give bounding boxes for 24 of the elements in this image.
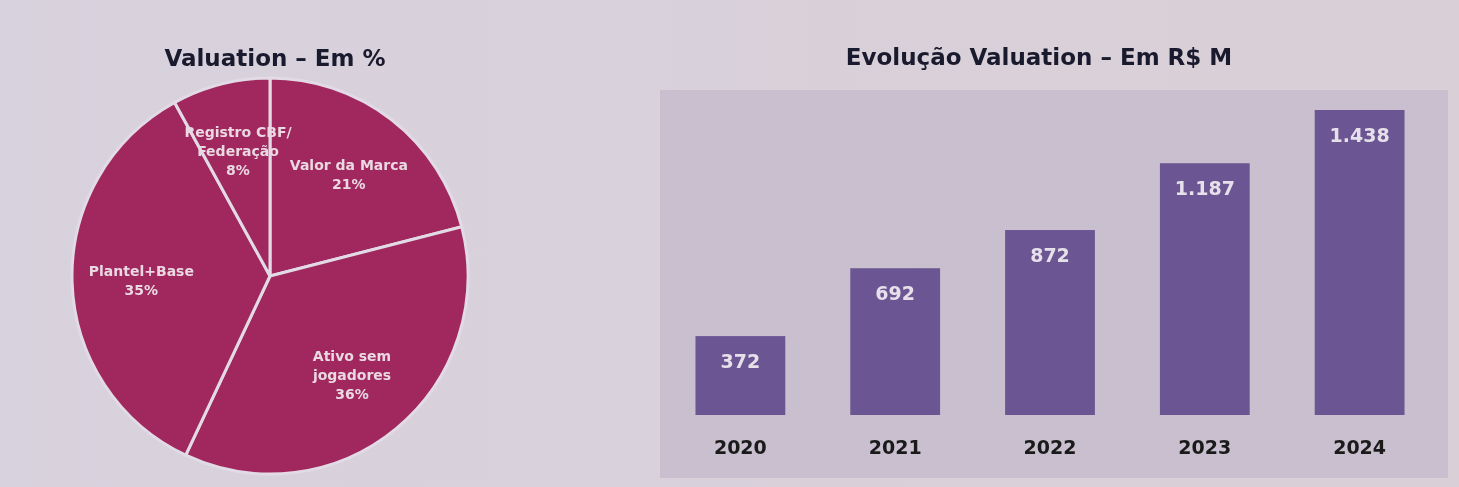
x-tick-label: 2021 bbox=[868, 436, 922, 458]
x-tick-label: 2023 bbox=[1178, 436, 1232, 458]
x-tick-label: 2020 bbox=[713, 436, 767, 458]
x-tick-label: 2024 bbox=[1333, 436, 1387, 458]
chart-title: Evolução Valuation – Em R$ M bbox=[845, 44, 1233, 70]
slice-label: Plantel+Base bbox=[88, 262, 194, 279]
data-label: 692 bbox=[875, 282, 916, 305]
chart-title: Valuation – Em % bbox=[164, 45, 386, 71]
slice-label: Ativo sem jogadores bbox=[311, 348, 392, 384]
data-label: 372 bbox=[720, 350, 761, 373]
bar bbox=[1005, 230, 1095, 415]
data-label: 36% bbox=[335, 386, 369, 403]
data-label: 21% bbox=[332, 175, 366, 192]
bar bbox=[1159, 163, 1250, 415]
bar bbox=[1314, 110, 1405, 415]
slice-label: Valor da Marca bbox=[289, 156, 408, 173]
x-tick-label: 2022 bbox=[1023, 436, 1077, 458]
data-label: 1.187 bbox=[1174, 177, 1235, 200]
data-label: 35% bbox=[124, 281, 159, 298]
data-label: 8% bbox=[226, 162, 250, 179]
bar bbox=[695, 336, 786, 415]
bar bbox=[850, 268, 941, 415]
data-label: 1.438 bbox=[1329, 124, 1390, 146]
data-label: 872 bbox=[1030, 244, 1070, 267]
